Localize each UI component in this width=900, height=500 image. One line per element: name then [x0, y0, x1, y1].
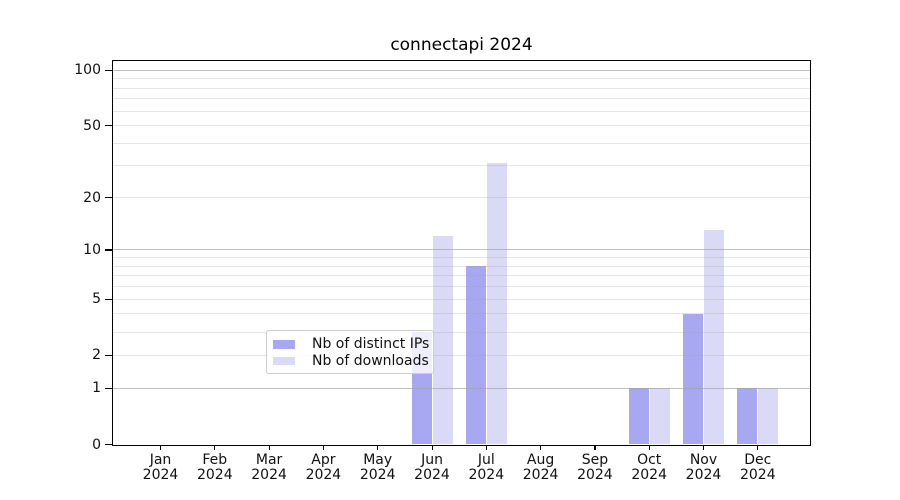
bar-nov-distinct-ips [683, 313, 703, 445]
chart-title: connectapi 2024 [390, 35, 533, 55]
x-tick [214, 445, 216, 450]
y-tick [105, 197, 112, 199]
legend-swatch [273, 340, 295, 349]
x-tick [540, 445, 542, 450]
gridline-minor [113, 165, 810, 167]
x-tick-label: Aug 2024 [522, 451, 559, 483]
bar-dec-downloads [758, 388, 779, 445]
x-tick [648, 445, 650, 450]
y-tick-label: 5 [92, 291, 101, 308]
x-tick [377, 445, 379, 450]
plot-area: 0 1 2 5 10 20 50 100 Jan 2024 Feb 2024 Mar 2024 Apr 202… [74, 60, 811, 483]
gridline-minor [113, 142, 810, 144]
y-tick [105, 69, 112, 71]
gridline-minor [113, 98, 810, 100]
x-tick-label: Sep 2024 [577, 451, 613, 483]
x-tick-label: Jun 2024 [414, 451, 450, 483]
y-tick [105, 387, 112, 389]
y-tick-label: 100 [74, 62, 101, 79]
gridline-minor [113, 125, 810, 127]
legend-item-downloads: Nb of downloads [273, 352, 429, 370]
gridline-minor [113, 110, 810, 112]
bar-oct-downloads [649, 388, 670, 445]
x-tick-label: Feb 2024 [196, 451, 233, 483]
x-tick-label: Mar 2024 [251, 451, 287, 483]
y-tick [105, 444, 112, 446]
y-tick-label: 50 [83, 117, 101, 134]
x-tick-label: Jan 2024 [142, 451, 179, 483]
x-tick-label: May 2024 [359, 451, 396, 483]
bar-jul-downloads [486, 163, 507, 445]
bar-jul-distinct-ips [465, 266, 486, 445]
x-tick [594, 445, 596, 450]
x-tick [703, 445, 705, 450]
bar-oct-distinct-ips [628, 388, 649, 445]
y-tick-label: 0 [92, 436, 101, 453]
x-tick-label: Apr 2024 [305, 451, 342, 483]
x-tick-label: Dec 2024 [739, 451, 776, 483]
legend-item-distinct-ips: Nb of distinct IPs [273, 336, 430, 353]
y-tick-label: 10 [83, 241, 101, 258]
y-tick-label: 20 [83, 189, 101, 206]
y-tick [105, 125, 112, 127]
y-tick [105, 249, 112, 251]
bar-jun-downloads [432, 236, 453, 445]
x-tick [322, 445, 325, 450]
x-tick [431, 445, 433, 450]
x-tick-label: Jul 2024 [468, 451, 505, 483]
x-tick [757, 445, 759, 450]
gridline-minor [113, 197, 810, 199]
x-tick [485, 445, 487, 450]
y-tick-label: 2 [92, 347, 101, 364]
y-tick [105, 298, 112, 300]
legend: Nb of distinct IPs Nb of downloads [266, 330, 434, 374]
legend-swatch [273, 356, 295, 365]
gridline-minor [113, 78, 810, 80]
legend-label: Nb of distinct IPs [312, 336, 430, 353]
bar-dec-distinct-ips [737, 388, 758, 445]
gridline-major [113, 69, 810, 71]
x-tick-label: Nov 2024 [685, 451, 722, 483]
y-tick-label: 1 [92, 380, 101, 397]
x-tick-label: Oct 2024 [631, 451, 667, 483]
y-tick [105, 354, 112, 357]
x-tick [268, 445, 270, 450]
x-tick [160, 445, 162, 450]
bar-nov-downloads [704, 230, 724, 445]
legend-label: Nb of downloads [312, 352, 429, 369]
gridline-minor [113, 87, 810, 89]
